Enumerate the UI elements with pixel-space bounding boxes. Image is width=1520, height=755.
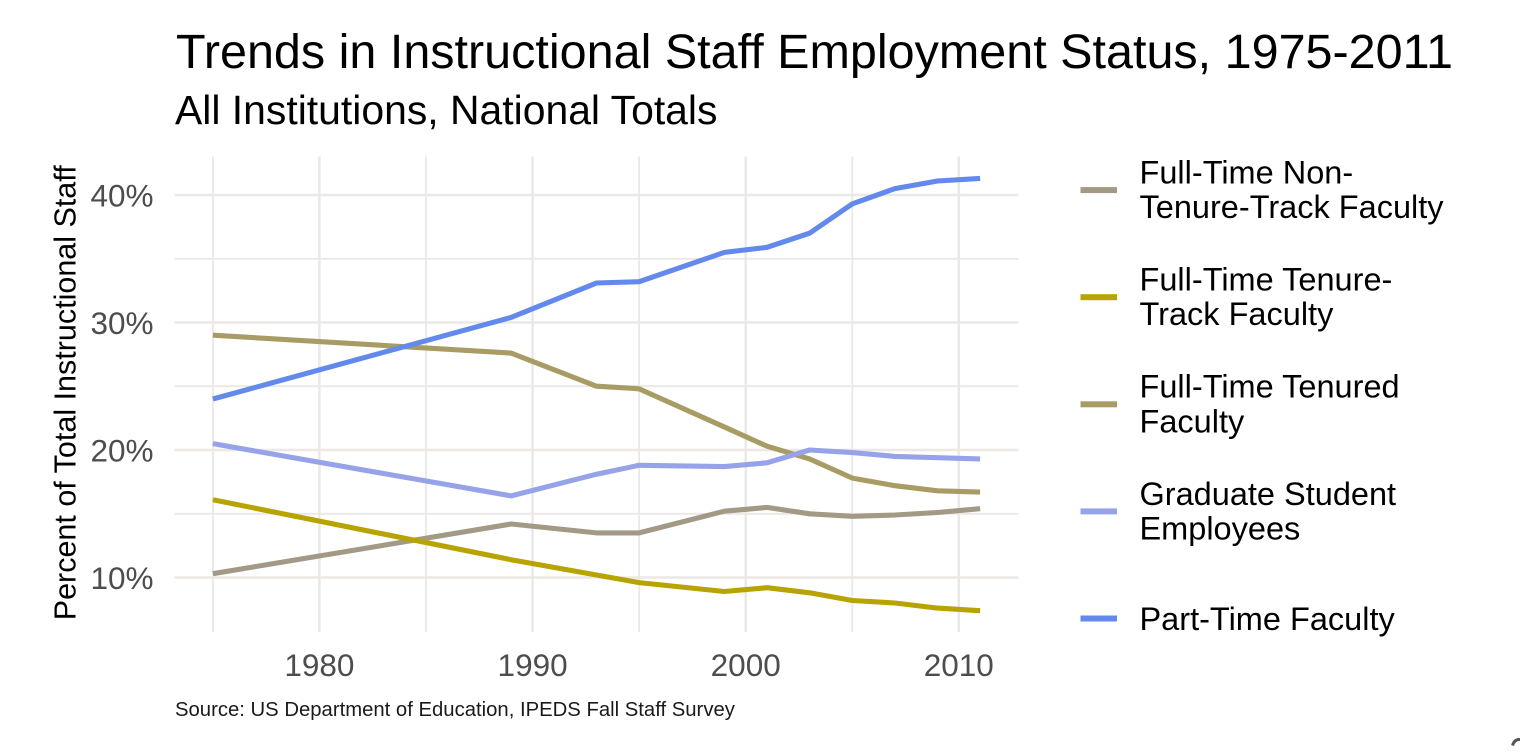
svg-text:2010: 2010 — [924, 647, 994, 683]
svg-text:30%: 30% — [90, 305, 153, 341]
svg-text:40%: 40% — [90, 177, 153, 213]
svg-text:Full-Time Non-: Full-Time Non- — [1140, 155, 1354, 191]
svg-text:Source: US Department of Educa: Source: US Department of Education, IPED… — [175, 699, 736, 721]
svg-text:Full-Time Tenured: Full-Time Tenured — [1140, 369, 1400, 405]
svg-text:Tenure-Track Faculty: Tenure-Track Faculty — [1140, 189, 1445, 225]
svg-text:1990: 1990 — [498, 647, 568, 683]
svg-text:Faculty: Faculty — [1140, 403, 1246, 439]
svg-text:Track Faculty: Track Faculty — [1140, 296, 1335, 332]
svg-text:10%: 10% — [90, 560, 153, 596]
svg-text:Percent of Total Instructional: Percent of Total Instructional Staff — [48, 165, 82, 620]
svg-text:Graduate Student: Graduate Student — [1140, 476, 1397, 512]
svg-text:Part-Time Faculty: Part-Time Faculty — [1140, 601, 1396, 637]
svg-text:Trends in Instructional Staff: Trends in Instructional Staff Employment… — [176, 25, 1453, 79]
svg-text:All Institutions, National Tot: All Institutions, National Totals — [175, 87, 717, 133]
svg-text:2000: 2000 — [711, 647, 781, 683]
svg-text:20%: 20% — [90, 432, 153, 468]
svg-text:Full-Time Tenure-: Full-Time Tenure- — [1140, 262, 1393, 298]
svg-text:Employees: Employees — [1140, 510, 1301, 546]
svg-text:1980: 1980 — [284, 647, 354, 683]
